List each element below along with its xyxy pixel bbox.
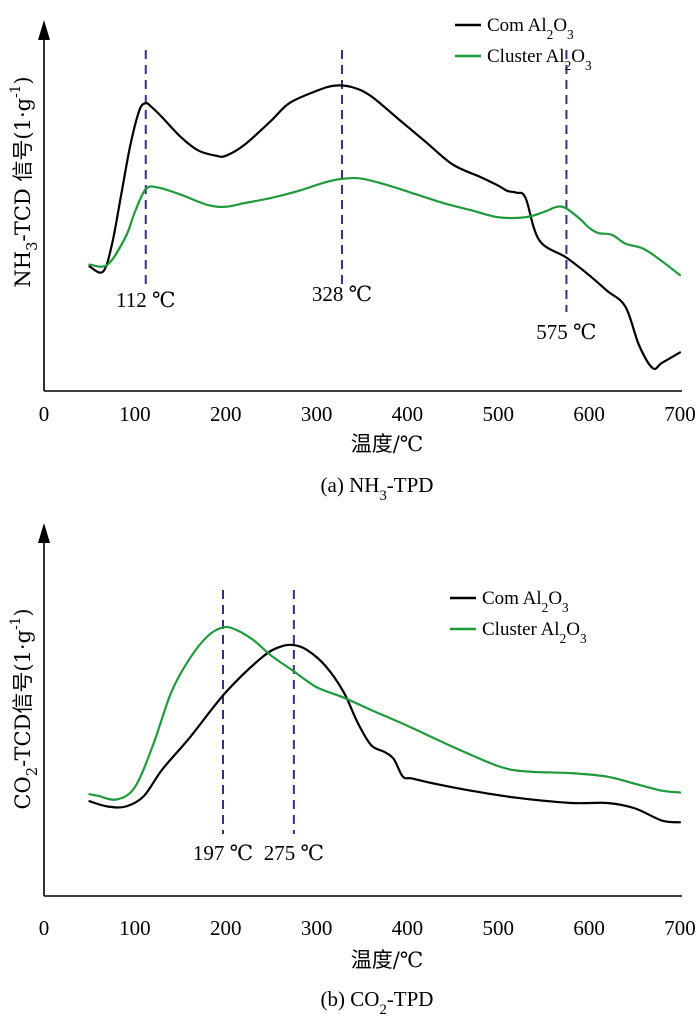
x-tick-label: 700 xyxy=(664,402,696,426)
peak-label: 575 ℃ xyxy=(536,320,596,344)
x-tick-label: 400 xyxy=(392,402,424,426)
legend-label: Cluster Al2O3 xyxy=(487,46,592,73)
chart-panel-a: 0 100 200 300 400 500 600 700 温度/℃ (a) NH3-TPD NH3… xyxy=(8,15,696,504)
x-tick-label: 700 xyxy=(664,916,696,940)
chart-caption: (b) CO2-TPD xyxy=(321,987,434,1018)
x-tick-label: 500 xyxy=(483,402,515,426)
x-tick-label: 500 xyxy=(483,916,515,940)
series-line-com-al2o3 xyxy=(88,84,682,371)
x-tick-label: 600 xyxy=(573,402,605,426)
x-tick-label: 300 xyxy=(301,916,333,940)
legend-label: Cluster Al2O3 xyxy=(482,619,587,646)
peak-label: 275 ℃ xyxy=(264,841,324,865)
legend-label: Com Al2O3 xyxy=(482,588,569,615)
series-line-com-al2o3 xyxy=(88,643,682,824)
x-tick-label: 200 xyxy=(210,916,242,940)
x-tick-label: 300 xyxy=(301,402,333,426)
y-axis-label: CO2-TCD信号(1·g-1) xyxy=(8,608,41,809)
x-axis-label: 温度/℃ xyxy=(351,948,424,972)
x-tick-label: 0 xyxy=(39,916,50,940)
y-axis-label: NH3-TCD 信号(1·g-1) xyxy=(8,76,41,287)
x-tick-label: 400 xyxy=(392,916,424,940)
x-tick-label: 600 xyxy=(573,916,605,940)
legend-label: Com Al2O3 xyxy=(487,15,574,42)
chart-caption: (a) NH3-TPD xyxy=(321,473,434,504)
y-axis-arrow-icon xyxy=(38,20,50,40)
peak-label: 197 ℃ xyxy=(193,841,253,865)
peak-label: 112 ℃ xyxy=(116,288,175,312)
chart-panel-b: 0 100 200 300 400 500 600 700 温度/℃ (b) CO2-TPD CO2… xyxy=(8,523,696,1018)
series-line-cluster-al2o3 xyxy=(88,625,682,801)
x-tick-label: 100 xyxy=(119,402,151,426)
y-axis-arrow-icon xyxy=(38,523,50,543)
x-axis-label: 温度/℃ xyxy=(351,432,424,456)
x-tick-label: 200 xyxy=(210,402,242,426)
x-tick-label: 100 xyxy=(119,916,151,940)
series-line-cluster-al2o3 xyxy=(88,176,682,277)
peak-label: 328 ℃ xyxy=(312,282,372,306)
x-tick-label: 0 xyxy=(39,402,50,426)
